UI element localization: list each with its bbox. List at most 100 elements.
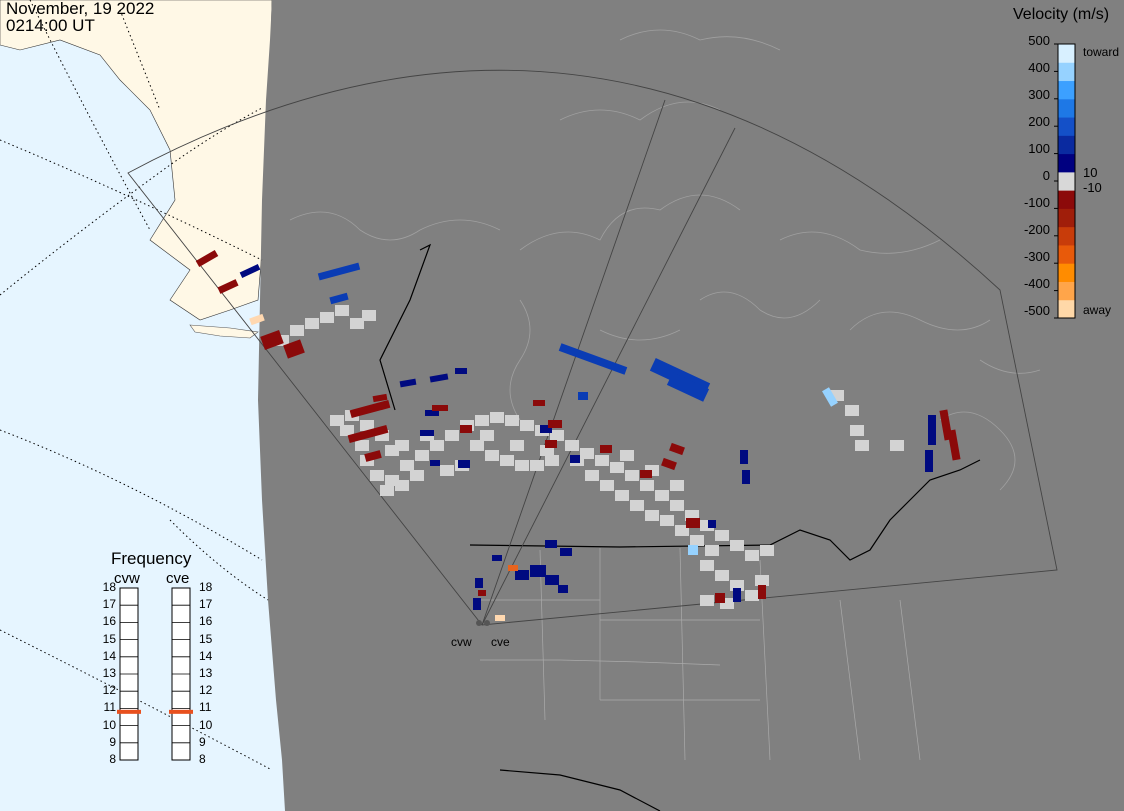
velocity-cell (349, 399, 391, 419)
ground-scatter-cell (595, 455, 609, 466)
ground-scatter-cell (720, 598, 734, 609)
ground-scatter-cell (520, 420, 534, 431)
ground-scatter-cell (600, 480, 614, 491)
frequency-scale-left: 17 (102, 597, 116, 612)
frequency-marker-cve (169, 709, 193, 714)
ground-scatter-cell (620, 450, 634, 461)
velocity-cell (708, 520, 716, 528)
ground-scatter-cell (490, 412, 504, 423)
ground-scatter-cell (350, 318, 364, 329)
ground-scatter-cell (415, 450, 429, 461)
ground-scatter-cell (705, 545, 719, 556)
colorbar-tick-100: 100 (1028, 141, 1050, 156)
ground-scatter-cell (305, 318, 319, 329)
ground-scatter-cell (690, 535, 704, 546)
velocity-cell (425, 410, 439, 416)
velocity-cell (432, 405, 448, 411)
colorbar-swatch (1058, 171, 1075, 191)
velocity-cell (947, 429, 961, 461)
velocity-cell (495, 615, 505, 621)
ground-scatter-cell (530, 460, 544, 471)
velocity-cell (570, 455, 580, 463)
colorbar-tick-minus100: -100 (1023, 195, 1050, 210)
ground-scatter-cell (625, 470, 639, 481)
ground-scatter-cell (400, 460, 414, 471)
radar-label-cve: cve (491, 635, 510, 649)
ground-scatter-cell (355, 440, 369, 451)
colorbar-tick-400: 400 (1028, 60, 1050, 75)
colorbar-inner-10: 10 (1083, 165, 1098, 180)
velocity-cell (455, 368, 467, 374)
ground-scatter-cell (845, 405, 859, 416)
ground-scatter-cell (700, 595, 714, 606)
ground-scatter-cell (545, 455, 559, 466)
velocity-cell (545, 540, 557, 548)
colorbar-away-label: away (1083, 303, 1112, 317)
ground-scatter-cell (340, 425, 354, 436)
colorbar-title: Velocity (m/s) (1013, 6, 1110, 23)
frequency-scale-right: 14 (199, 648, 213, 663)
ground-scatter-cell (585, 470, 599, 481)
colorbar-tick-0: 0 (1042, 168, 1050, 183)
velocity-cell (578, 392, 588, 400)
frequency-scale-right: 12 (199, 683, 213, 698)
radar-fov (127, 69, 1058, 626)
colorbar-tick-minus200: -200 (1023, 222, 1050, 237)
velocity-cell (283, 339, 305, 359)
ground-scatter-cell (830, 390, 844, 401)
frequency-scale-right: 11 (199, 700, 212, 715)
frequency-radar-cve: cve (166, 570, 190, 587)
velocity-cell (558, 343, 628, 375)
colorbar-swatch (1058, 226, 1075, 246)
ground-scatter-cell (615, 490, 629, 501)
ground-scatter-cell (610, 462, 624, 473)
velocity-cell (475, 578, 483, 588)
velocity-cell (925, 450, 933, 472)
aleutian-islands (189, 324, 259, 339)
ground-scatter-cell (855, 440, 869, 451)
ground-scatter-cell (700, 520, 714, 531)
velocity-cell (733, 588, 741, 602)
velocity-cell (545, 575, 559, 585)
colorbar-swatch (1058, 80, 1075, 100)
frequency-scale-left: 15 (102, 631, 116, 646)
velocity-cell (430, 460, 440, 466)
velocity-cell (429, 373, 449, 383)
colorbar-swatch (1058, 98, 1075, 118)
velocity-cell (545, 440, 557, 448)
colorbar-swatch (1058, 281, 1075, 301)
ground-scatter-cell (330, 415, 344, 426)
ground-scatter-cell (550, 430, 564, 441)
ground-scatter-cell (655, 490, 669, 501)
political-boundaries (379, 243, 981, 811)
frequency-marker-cvw (117, 709, 141, 714)
velocity-cell (928, 415, 936, 445)
ground-scatter-cell (640, 480, 654, 491)
ground-scatter-cell (540, 445, 554, 456)
ground-scatter-cell (580, 448, 594, 459)
scatter-cells (195, 249, 961, 621)
frequency-scale-left: 8 (109, 752, 116, 766)
frequency-scale-left: 10 (102, 717, 116, 732)
velocity-cell (688, 545, 698, 555)
frequency-scale-left: 18 (102, 580, 116, 594)
ground-scatter-cell (480, 430, 494, 441)
ground-scatter-cell (410, 470, 424, 481)
frequency-scale-right: 15 (199, 631, 213, 646)
velocity-cell (458, 460, 470, 468)
colorbar-swatch (1058, 135, 1075, 155)
ground-scatter-cell (700, 560, 714, 571)
velocity-cell (740, 450, 748, 464)
velocity-cell (399, 378, 417, 388)
frequency-scale-left: 9 (109, 734, 116, 749)
frequency-scale-right: 16 (199, 614, 213, 629)
frequency-scale-right: 10 (199, 717, 213, 732)
ground-scatter-cell (510, 440, 524, 451)
ground-scatter-cell (715, 570, 729, 581)
date-label: November, 19 2022 (6, 0, 155, 18)
ground-scatter-cell (475, 415, 489, 426)
ground-scatter-cell (670, 480, 684, 491)
frequency-scale-left: 16 (102, 614, 116, 629)
colorbar-swatch (1058, 263, 1075, 282)
